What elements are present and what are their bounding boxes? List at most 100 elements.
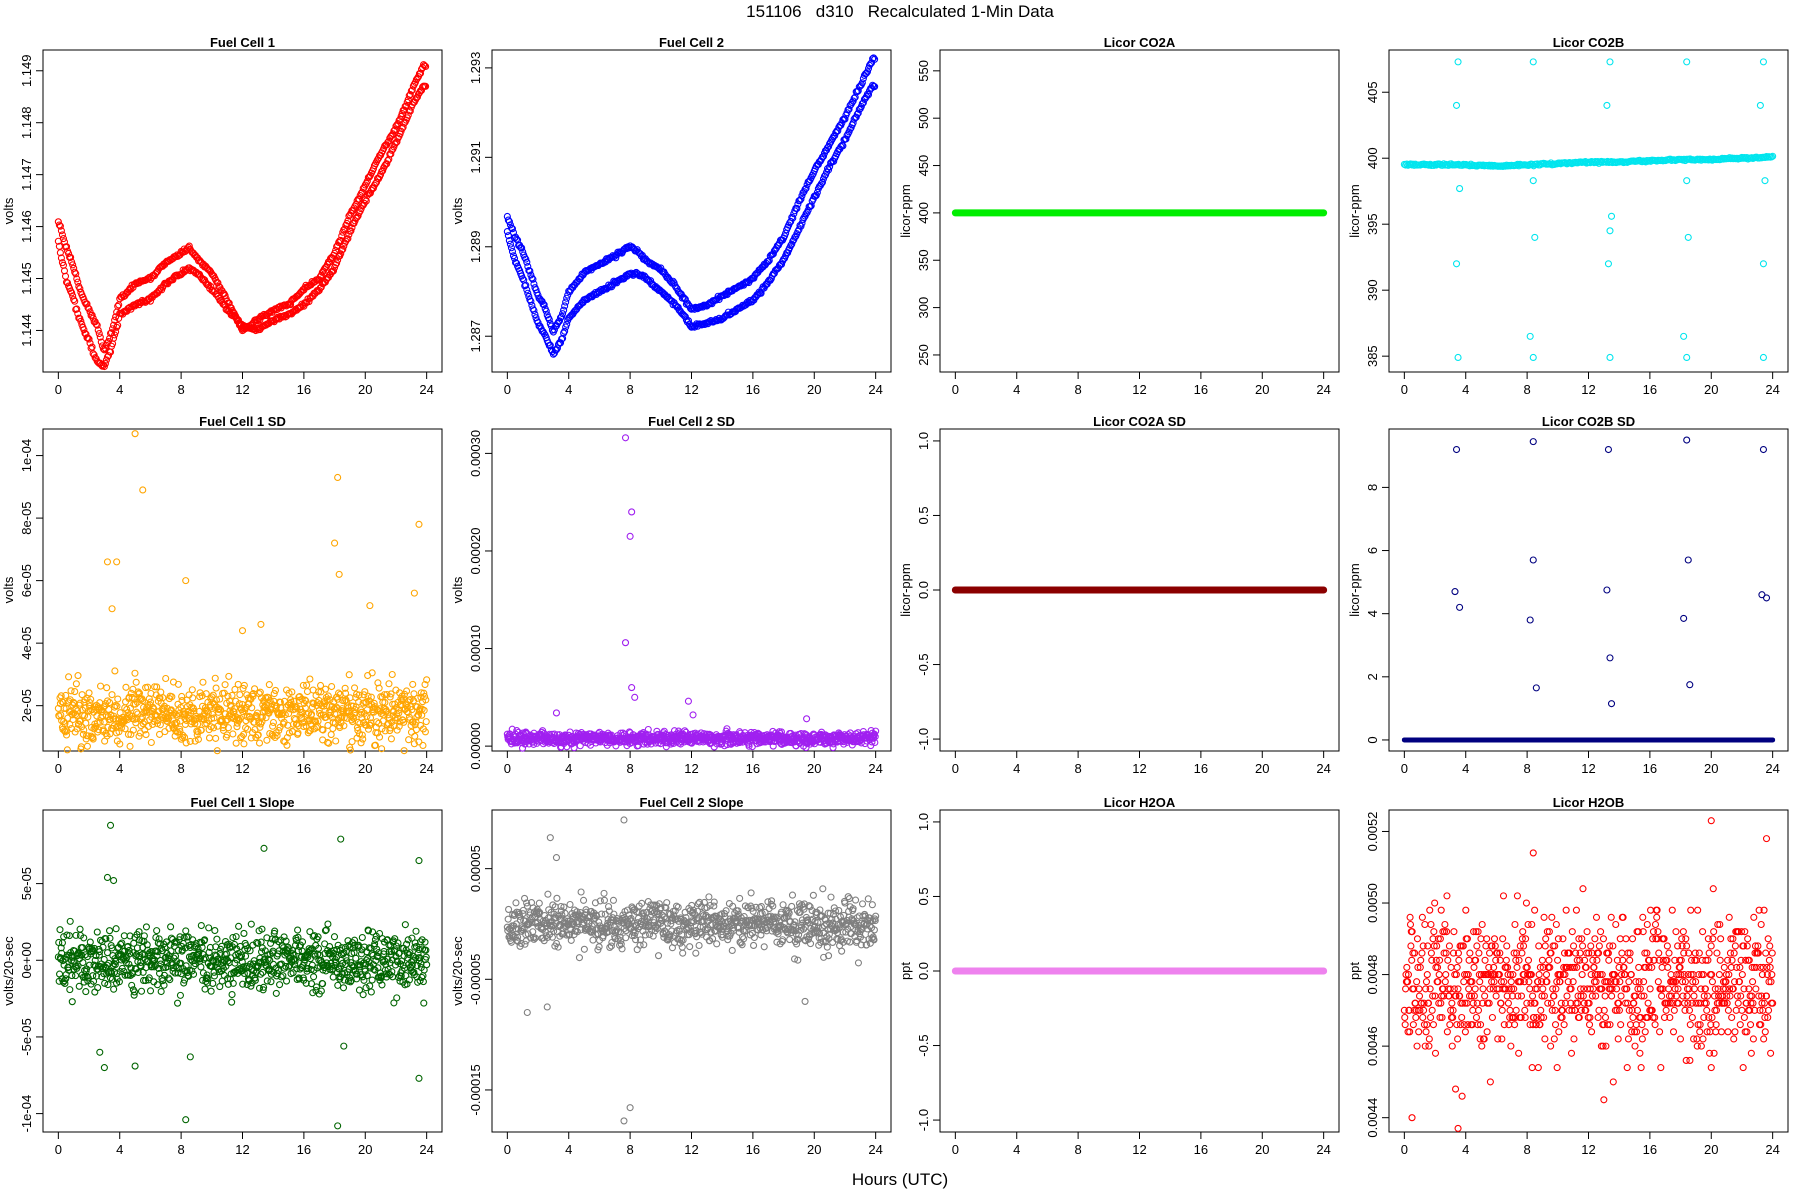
data-point: [395, 709, 403, 717]
data-point: [76, 285, 84, 293]
y-axis-label: volts: [1, 197, 16, 224]
data-point: [308, 703, 316, 711]
data-point: [523, 258, 531, 266]
data-series: [54, 61, 430, 371]
data-point: [1529, 438, 1537, 446]
data-point: [326, 696, 334, 704]
data-point: [1606, 58, 1614, 66]
data-point: [60, 727, 69, 735]
data-point: [1759, 353, 1767, 362]
y-tick-label: -0.5: [916, 653, 931, 675]
data-point: [80, 726, 88, 734]
data-point: [797, 195, 805, 203]
data-point: [507, 244, 515, 252]
y-tick-label: -0.00015: [468, 1064, 483, 1115]
data-point: [189, 694, 197, 702]
y-tick-label: -0.00005: [468, 954, 483, 1005]
data-point: [395, 722, 403, 730]
data-point: [508, 725, 516, 733]
data-point: [412, 94, 420, 102]
data-point: [213, 747, 221, 755]
data-point: [135, 732, 143, 740]
data-point: [680, 294, 688, 302]
data-point: [380, 691, 389, 699]
data-point: [334, 473, 342, 482]
data-point: [1603, 101, 1611, 109]
data-point: [403, 687, 411, 695]
data-point: [303, 687, 311, 696]
data-point: [768, 251, 776, 259]
data-point: [146, 987, 155, 995]
data-point: [1683, 58, 1691, 66]
data-point: [131, 700, 139, 708]
data-point: [305, 298, 313, 306]
data-point: [182, 1116, 190, 1124]
data-point: [553, 894, 561, 902]
data-point: [1604, 445, 1612, 454]
data-point: [147, 738, 155, 747]
data-point: [212, 684, 220, 692]
data-point: [802, 210, 810, 218]
data-point: [71, 297, 79, 305]
data-point: [86, 699, 94, 707]
x-tick-label: 12: [684, 1142, 698, 1157]
data-point: [579, 896, 588, 904]
y-tick-label: 1.145: [19, 262, 34, 295]
data-point: [556, 314, 565, 322]
data-point: [800, 214, 808, 222]
data-point: [235, 700, 243, 708]
data-point: [567, 936, 575, 944]
data-point: [363, 712, 371, 721]
data-point: [628, 684, 636, 692]
data-point: [224, 692, 232, 700]
data-point: [1683, 353, 1691, 362]
data-point: [178, 696, 186, 705]
data-point: [228, 691, 236, 699]
data-point: [126, 742, 134, 750]
data-point: [559, 310, 567, 318]
data-point: [871, 55, 879, 63]
data-point: [332, 737, 340, 745]
data-point: [139, 486, 147, 494]
x-tick-label: 24: [1316, 761, 1330, 776]
data-point: [174, 680, 182, 688]
data-point: [513, 235, 521, 243]
data-point: [157, 987, 165, 996]
data-point: [221, 681, 229, 689]
data-point: [793, 204, 801, 212]
data-point: [1759, 260, 1767, 268]
y-tick-label: 450: [916, 155, 931, 177]
data-point: [421, 728, 429, 736]
data-point: [361, 688, 369, 696]
data-point: [796, 221, 804, 230]
data-point: [65, 249, 73, 258]
data-point: [1769, 152, 1777, 160]
data-point: [324, 721, 332, 729]
data-point: [386, 693, 394, 701]
y-axis-label: licor-ppm: [1347, 184, 1362, 237]
data-point: [282, 703, 290, 711]
data-point: [400, 747, 408, 755]
y-tick-label: 1.148: [19, 106, 34, 139]
panel-title: Fuel Cell 1: [210, 35, 275, 50]
data-series: [1451, 436, 1771, 708]
panel-title: Licor CO2B SD: [1542, 414, 1635, 429]
data-point: [1454, 58, 1462, 66]
x-tick-label: 0: [952, 761, 959, 776]
data-point: [68, 289, 76, 297]
data-point: [540, 301, 548, 309]
data-series: [54, 430, 431, 755]
y-tick-label: 8e-05: [19, 501, 34, 534]
y-tick-label: 0.00000: [468, 723, 483, 770]
data-point: [208, 710, 216, 718]
data-point: [826, 163, 834, 171]
panel-licor-co2a-sd: Licor CO2A SD0 4 8 12 16 20 24-1.0-0.50.00.51.…: [898, 414, 1340, 776]
data-point: [103, 697, 112, 705]
data-point: [803, 715, 811, 723]
data-point: [176, 991, 184, 999]
data-point: [197, 726, 205, 734]
data-point: [336, 723, 344, 732]
y-tick-label: 250: [916, 344, 931, 366]
data-point: [121, 725, 129, 733]
data-point: [780, 255, 788, 263]
